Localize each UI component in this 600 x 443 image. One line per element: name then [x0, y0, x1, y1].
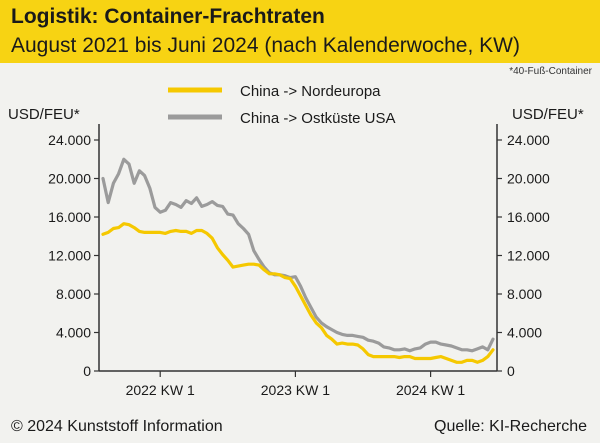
y-tick-label-left: 16.000	[48, 209, 91, 225]
x-tick-label: 2022 KW 1	[126, 382, 195, 398]
x-tick-label: 2024 KW 1	[396, 382, 465, 398]
legend-label-nordeuropa: China -> Nordeuropa	[240, 83, 381, 100]
y-tick-label-right: 4.000	[507, 325, 542, 341]
y-tick-label-right: 16.000	[507, 209, 550, 225]
y-tick-label-right: 20.000	[507, 171, 550, 187]
legend: China -> Nordeuropa China -> Ostküste US…	[168, 83, 395, 127]
line-series-usa	[101, 157, 495, 353]
y-axis-label-right: USD/FEU*	[512, 106, 584, 123]
y-tick-label-right: 0	[507, 363, 515, 379]
line-series-nordeuropa	[101, 222, 495, 364]
y-tick-label-left: 0	[83, 363, 91, 379]
y-tick-label-left: 12.000	[48, 248, 91, 264]
x-tick-label: 2023 KW 1	[261, 382, 330, 398]
source-text: Quelle: KI-Recherche	[434, 418, 587, 435]
y-tick-label-left: 20.000	[48, 171, 91, 187]
y-ticks-left: 0 4.000 8.000 12.000 16.000 20.000 24.000	[48, 132, 99, 379]
y-tick-label-left: 4.000	[56, 325, 91, 341]
chart-subtitle: August 2021 bis Juni 2024 (nach Kalender…	[11, 34, 520, 57]
x-ticks: 2022 KW 1 2023 KW 1 2024 KW 1	[126, 371, 465, 398]
series-lines	[101, 157, 495, 364]
legend-label-usa: China -> Ostküste USA	[240, 110, 395, 127]
y-tick-label-right: 12.000	[507, 248, 550, 264]
y-ticks-right: 0 4.000 8.000 12.000 16.000 20.000 24.000	[497, 132, 550, 379]
y-tick-label-left: 24.000	[48, 132, 91, 148]
y-tick-label-right: 8.000	[507, 286, 542, 302]
y-tick-label-right: 24.000	[507, 132, 550, 148]
chart-frame	[98, 124, 498, 372]
title-banner	[0, 0, 600, 63]
footnote: *40-Fuß-Container	[509, 66, 592, 77]
y-axis-label-left: USD/FEU*	[8, 106, 80, 123]
chart-title: Logistik: Container-Frachtraten	[11, 5, 325, 28]
y-tick-label-left: 8.000	[56, 286, 91, 302]
copyright-text: © 2024 Kunststoff Information	[11, 418, 223, 435]
